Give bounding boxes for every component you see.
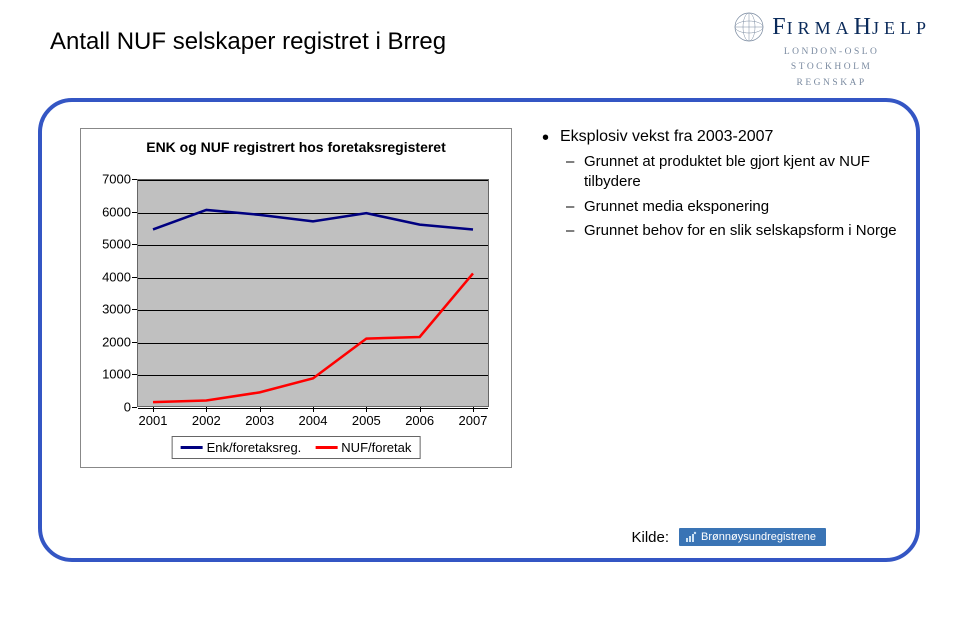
- line-chart: ENK og NUF registrert hos foretaksregist…: [80, 128, 512, 468]
- bullet-lvl2: Grunnet behov for en slik selskapsform i…: [542, 221, 897, 241]
- bullet-list: Eksplosiv vekst fra 2003-2007 Grunnet at…: [542, 128, 897, 245]
- legend-item: Enk/foretaksreg.: [181, 440, 302, 455]
- legend-item: NUF/foretak: [315, 440, 411, 455]
- legend-swatch: [181, 446, 203, 449]
- logo-text: FIRMAHJELP: [772, 14, 931, 41]
- legend-label: NUF/foretak: [341, 440, 411, 455]
- source-label: Kilde:: [632, 529, 670, 546]
- chart-title: ENK og NUF registrert hos foretaksregist…: [81, 129, 511, 161]
- bullet-lvl1: Eksplosiv vekst fra 2003-2007: [542, 128, 897, 146]
- logo-subline-2: STOCKHOLM: [732, 61, 931, 74]
- y-axis-label: 2000: [102, 334, 131, 349]
- y-axis-label: 1000: [102, 367, 131, 382]
- x-axis-label: 2001: [139, 413, 168, 428]
- source-badge: Brønnøysundregistrene: [679, 528, 826, 546]
- y-axis-label: 4000: [102, 269, 131, 284]
- y-axis-label: 5000: [102, 237, 131, 252]
- y-axis-label: 7000: [102, 172, 131, 187]
- plot-area: 2001200220032004200520062007 01000200030…: [137, 179, 489, 407]
- y-axis-label: 6000: [102, 204, 131, 219]
- legend-swatch: [315, 446, 337, 449]
- content-frame: ENK og NUF registrert hos foretaksregist…: [38, 98, 920, 562]
- registry-icon: [685, 531, 697, 543]
- x-axis-label: 2002: [192, 413, 221, 428]
- bullet-lvl2: Grunnet media eksponering: [542, 197, 897, 217]
- series-line: [153, 210, 473, 230]
- legend-label: Enk/foretaksreg.: [207, 440, 302, 455]
- page-title: Antall NUF selskaper registret i Brreg: [50, 28, 446, 56]
- y-axis-label: 3000: [102, 302, 131, 317]
- y-axis-label: 0: [124, 400, 131, 415]
- source-badge-text: Brønnøysundregistrene: [701, 531, 816, 543]
- company-logo: FIRMAHJELP LONDON-OSLO STOCKHOLM REGNSKA…: [732, 10, 931, 90]
- series-line: [153, 273, 473, 402]
- source-row: Kilde: Brønnøysundregistrene: [632, 528, 826, 546]
- x-axis-label: 2003: [245, 413, 274, 428]
- chart-legend: Enk/foretaksreg. NUF/foretak: [172, 436, 421, 459]
- logo-subline-3: REGNSKAP: [732, 77, 931, 90]
- x-axis-label: 2007: [459, 413, 488, 428]
- x-axis-label: 2005: [352, 413, 381, 428]
- globe-icon: [732, 10, 766, 44]
- logo-subline-1: LONDON-OSLO: [732, 46, 931, 59]
- x-axis-label: 2006: [405, 413, 434, 428]
- bullet-lvl2: Grunnet at produktet ble gjort kjent av …: [542, 152, 897, 193]
- x-axis-label: 2004: [299, 413, 328, 428]
